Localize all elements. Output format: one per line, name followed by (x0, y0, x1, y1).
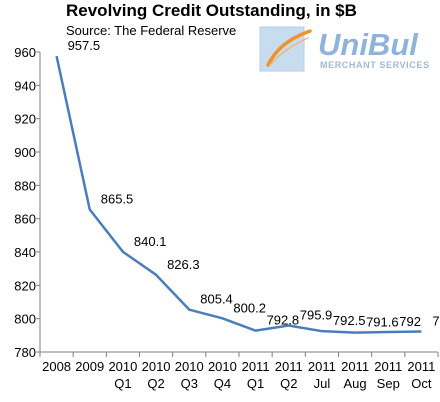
data-label: 792.5 (333, 313, 366, 328)
x-tick-label: 2010 (108, 359, 137, 374)
x-tick-label: 2009 (75, 359, 104, 374)
unibul-logo: UniBul MERCHANT SERVICES (258, 25, 440, 73)
y-tick-label: 880 (14, 178, 36, 193)
chart-subtitle: Source: The Federal Reserve (66, 23, 237, 38)
y-tick-label: 940 (14, 78, 36, 93)
x-tick-label: 2011 (242, 359, 270, 374)
series-line (55, 55, 422, 334)
x-tick-sublabel: Q4 (214, 376, 231, 391)
x-tick-sublabel: Q3 (181, 376, 198, 391)
data-label: 792.8 (267, 313, 300, 328)
data-label: 805.4 (200, 292, 233, 307)
logo-mark-icon (259, 26, 312, 72)
data-label: 800.2 (233, 300, 266, 315)
x-tick-label: 2010 (142, 359, 171, 374)
x-tick-sublabel: Aug (344, 376, 367, 391)
x-tick-sublabel: Q1 (114, 376, 131, 391)
y-tick-label: 800 (14, 312, 36, 327)
data-label: 792 (399, 314, 421, 329)
y-tick-label: 780 (14, 345, 36, 360)
data-label: 791.6 (366, 315, 399, 330)
data-label: 826.3 (167, 257, 200, 272)
logo-name: UniBul (318, 27, 418, 62)
data-label: 795.9 (300, 308, 333, 323)
data-label: 957.5 (68, 38, 101, 53)
y-ticks: 780 800 820 840 860 880 900 920 940 960 (14, 45, 40, 360)
x-tick-label: 2011 (275, 359, 303, 374)
x-tick-label: 2011 (374, 359, 402, 374)
y-tick-label: 960 (14, 45, 36, 60)
x-tick-label: 2010 (175, 359, 204, 374)
x-ticks: 2008 2009 2010 Q1 2010 Q2 2010 Q3 2010 Q4 2011 Q1 20… (39, 352, 439, 391)
x-tick-label: 2008 (42, 359, 71, 374)
x-tick-sublabel: Oct (411, 376, 432, 391)
y-tick-label: 920 (14, 112, 36, 127)
y-tick-label: 820 (14, 278, 36, 293)
data-label: 840.1 (134, 234, 167, 249)
x-tick-label: 2011 (308, 359, 336, 374)
x-tick-label: 2011 (407, 359, 435, 374)
data-label: 865.5 (101, 192, 134, 207)
x-tick-sublabel: Sep (377, 376, 400, 391)
chart-title: Revolving Credit Outstanding, in $B (66, 1, 357, 20)
x-tick-label: 2010 (208, 359, 237, 374)
logo-tagline: MERCHANT SERVICES (320, 60, 430, 70)
x-tick-sublabel: Jul (314, 376, 331, 391)
y-tick-label: 900 (14, 145, 36, 160)
x-tick-sublabel: Q2 (147, 376, 164, 391)
x-tick-sublabel: Q1 (247, 376, 264, 391)
y-tick-label: 860 (14, 212, 36, 227)
x-tick-sublabel: Q2 (280, 376, 297, 391)
y-tick-label: 840 (14, 245, 36, 260)
x-tick-label: 2011 (341, 359, 369, 374)
data-label: 792.3 (432, 314, 440, 329)
